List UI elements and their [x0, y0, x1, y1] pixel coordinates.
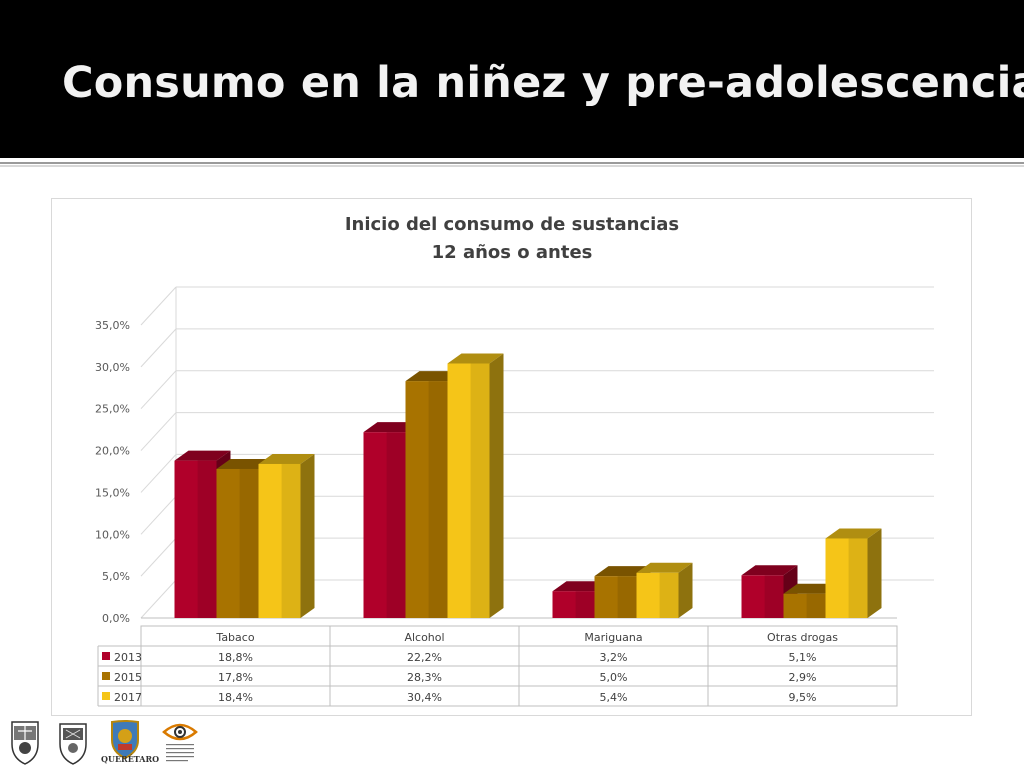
x-tick-label: Mariguana [584, 631, 642, 644]
bar-shade [197, 460, 217, 618]
data-label: 2,9% [789, 671, 817, 684]
chart-subtitle: 12 años o antes [431, 242, 593, 263]
divider-shadow [0, 165, 1024, 167]
y-tick-label: 20,0% [95, 445, 130, 458]
x-tick-label: Tabaco [215, 631, 254, 644]
data-label: 5,0% [600, 671, 628, 684]
data-label: 18,4% [218, 691, 253, 704]
legend-label: 2015 [114, 671, 142, 684]
bar-side [300, 453, 315, 618]
bar-shade [848, 538, 868, 618]
x-tick-label: Alcohol [404, 631, 444, 644]
bar-shade [470, 363, 490, 618]
legend-swatch [102, 652, 110, 660]
gridline-depth [140, 328, 177, 368]
eye-logo-icon [162, 723, 198, 762]
y-tick-label: 0,0% [102, 612, 130, 625]
bar-top [825, 528, 882, 539]
bar-side [489, 353, 504, 618]
gridline-depth [140, 454, 177, 493]
bar-shade [764, 575, 784, 618]
logo-text: QUERÉTARO [101, 754, 159, 764]
y-tick-label: 35,0% [95, 319, 130, 332]
bar-shade [617, 576, 637, 618]
gridline-depth [140, 286, 177, 326]
gridline-depth [140, 579, 177, 619]
bar-side [678, 562, 693, 618]
y-tick-label: 25,0% [95, 403, 130, 416]
bar-top [258, 453, 315, 464]
bar-top [174, 450, 231, 461]
title-bar [0, 0, 1024, 158]
slide-title: Consumo en la niñez y pre-adolescencia [62, 58, 1024, 108]
y-tick-label: 30,0% [95, 361, 130, 374]
gridline-depth [140, 370, 177, 410]
bar-shade [575, 591, 595, 618]
bar-side [867, 528, 882, 618]
bar-top [447, 353, 504, 364]
chart-title: Inicio del consumo de sustancias [344, 214, 680, 235]
bar-shade [386, 432, 406, 618]
data-label: 5,1% [789, 651, 817, 664]
bar-shade [659, 572, 679, 618]
legend-swatch [102, 692, 110, 700]
gridline-depth [140, 412, 177, 451]
bar-shade [428, 381, 448, 618]
data-label: 30,4% [407, 691, 442, 704]
x-tick-label: Otras drogas [767, 631, 838, 644]
data-label: 3,2% [600, 651, 628, 664]
data-label: 9,5% [789, 691, 817, 704]
y-tick-label: 10,0% [95, 528, 130, 541]
data-label: 22,2% [407, 651, 442, 664]
divider-line [0, 162, 1024, 164]
gridline-depth [140, 495, 177, 535]
legend-label: 2013 [114, 651, 142, 664]
bar-top [636, 562, 693, 573]
data-label: 28,3% [407, 671, 442, 684]
data-label: 18,8% [218, 651, 253, 664]
crest-icon [11, 721, 39, 765]
bar-shade [806, 593, 826, 618]
crest-icon [59, 723, 87, 765]
y-tick-label: 5,0% [102, 570, 130, 583]
bar-shade [281, 463, 301, 618]
legend-label: 2017 [114, 691, 142, 704]
crest-icon [111, 720, 139, 760]
legend-swatch [102, 672, 110, 680]
data-label: 5,4% [600, 691, 628, 704]
bar-top [741, 565, 798, 576]
y-tick-label: 15,0% [95, 486, 130, 499]
footer-logos: QUERÉTARO [11, 720, 198, 765]
bar-shade [239, 468, 259, 618]
gridline-depth [140, 537, 177, 577]
data-label: 17,8% [218, 671, 253, 684]
